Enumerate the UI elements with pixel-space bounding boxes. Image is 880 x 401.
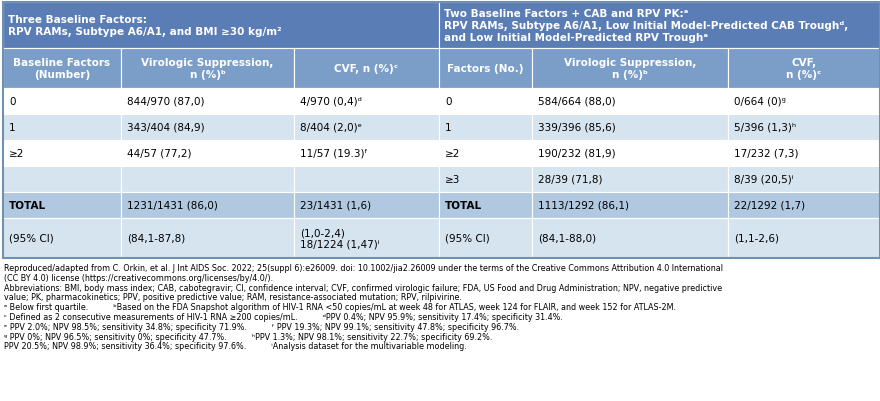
- Bar: [3, 115, 121, 141]
- Text: 23/1431 (1,6): 23/1431 (1,6): [300, 200, 371, 211]
- Text: 1: 1: [445, 123, 451, 133]
- Bar: [439, 219, 532, 258]
- Text: 343/404 (84,9): 343/404 (84,9): [127, 123, 205, 133]
- Bar: [121, 141, 294, 166]
- Text: Two Baseline Factors + CAB and RPV PK:ᵃ
RPV RAMs, Subtype A6/A1, Low Initial Mod: Two Baseline Factors + CAB and RPV PK:ᵃ …: [444, 9, 848, 43]
- Bar: [121, 49, 294, 89]
- Bar: [294, 89, 439, 115]
- Text: ᶜ Defined as 2 consecutive measurements of HIV-1 RNA ≥200 copies/mL.          ᵈP: ᶜ Defined as 2 consecutive measurements …: [4, 312, 563, 321]
- Text: (1,0-2,4)
18/1224 (1,47)ⁱ: (1,0-2,4) 18/1224 (1,47)ⁱ: [300, 228, 379, 249]
- Bar: [121, 192, 294, 219]
- Text: ᵉ PPV 2.0%; NPV 98.5%; sensitivity 34.8%; specificity 71.9%.          ᶠ PPV 19.3: ᵉ PPV 2.0%; NPV 98.5%; sensitivity 34.8%…: [4, 322, 519, 331]
- Text: (95% CI): (95% CI): [9, 233, 54, 243]
- Text: TOTAL: TOTAL: [9, 200, 46, 211]
- Bar: [439, 166, 532, 192]
- Text: 844/970 (87,0): 844/970 (87,0): [127, 97, 204, 107]
- Text: Reproduced/adapted from C. Orkin, et al. J Int AIDS Soc. 2022; 25(suppl 6):e2600: Reproduced/adapted from C. Orkin, et al.…: [4, 263, 723, 272]
- Bar: [532, 89, 728, 115]
- Bar: [439, 3, 880, 49]
- Text: Baseline Factors
(Number): Baseline Factors (Number): [13, 58, 111, 80]
- Text: CVF, n (%)ᶜ: CVF, n (%)ᶜ: [334, 64, 399, 74]
- Bar: [728, 115, 880, 141]
- Bar: [3, 49, 121, 89]
- Text: 28/39 (71,8): 28/39 (71,8): [538, 174, 603, 184]
- Text: ≥3: ≥3: [445, 174, 460, 184]
- Bar: [728, 89, 880, 115]
- Bar: [439, 141, 532, 166]
- Text: 1: 1: [9, 123, 16, 133]
- Bar: [294, 115, 439, 141]
- Text: Factors (No.): Factors (No.): [447, 64, 524, 74]
- Text: 1231/1431 (86,0): 1231/1431 (86,0): [127, 200, 218, 211]
- Bar: [728, 49, 880, 89]
- Bar: [3, 219, 121, 258]
- Text: ᵃ Below first quartile.          ᵇBased on the FDA Snapshot algorithm of HIV-1 R: ᵃ Below first quartile. ᵇBased on the FD…: [4, 302, 676, 312]
- Text: 8/404 (2,0)ᵉ: 8/404 (2,0)ᵉ: [300, 123, 362, 133]
- Text: (84,1-87,8): (84,1-87,8): [127, 233, 186, 243]
- Bar: [294, 219, 439, 258]
- Text: ᵍ PPV 0%; NPV 96.5%; sensitivity 0%; specificity 47.7%.          ʰPPV 1.3%; NPV : ᵍ PPV 0%; NPV 96.5%; sensitivity 0%; spe…: [4, 332, 493, 341]
- Bar: [532, 49, 728, 89]
- Text: 1113/1292 (86,1): 1113/1292 (86,1): [538, 200, 629, 211]
- Bar: [532, 166, 728, 192]
- Bar: [439, 49, 532, 89]
- Text: 11/57 (19.3)ᶠ: 11/57 (19.3)ᶠ: [300, 149, 368, 159]
- Bar: [439, 115, 532, 141]
- Bar: [532, 115, 728, 141]
- Bar: [294, 192, 439, 219]
- Text: Virologic Suppression,
n (%)ᵇ: Virologic Suppression, n (%)ᵇ: [142, 58, 274, 80]
- Bar: [121, 219, 294, 258]
- Bar: [728, 192, 880, 219]
- Text: ≥2: ≥2: [9, 149, 25, 159]
- Text: (1,1-2,6): (1,1-2,6): [734, 233, 779, 243]
- Bar: [3, 89, 121, 115]
- Text: 5/396 (1,3)ʰ: 5/396 (1,3)ʰ: [734, 123, 796, 133]
- Text: (95% CI): (95% CI): [445, 233, 490, 243]
- Text: TOTAL: TOTAL: [445, 200, 482, 211]
- Text: 0/664 (0)ᵍ: 0/664 (0)ᵍ: [734, 97, 786, 107]
- Bar: [3, 3, 439, 49]
- Text: (84,1-88,0): (84,1-88,0): [538, 233, 596, 243]
- Text: 44/57 (77,2): 44/57 (77,2): [127, 149, 192, 159]
- Text: 17/232 (7,3): 17/232 (7,3): [734, 149, 798, 159]
- Text: 0: 0: [9, 97, 16, 107]
- Bar: [439, 192, 532, 219]
- Text: 8/39 (20,5)ⁱ: 8/39 (20,5)ⁱ: [734, 174, 794, 184]
- Text: 339/396 (85,6): 339/396 (85,6): [538, 123, 616, 133]
- Bar: [439, 89, 532, 115]
- Bar: [728, 166, 880, 192]
- Bar: [121, 166, 294, 192]
- Text: 584/664 (88,0): 584/664 (88,0): [538, 97, 616, 107]
- Bar: [728, 141, 880, 166]
- Bar: [532, 141, 728, 166]
- Bar: [728, 219, 880, 258]
- Text: 190/232 (81,9): 190/232 (81,9): [538, 149, 616, 159]
- Bar: [532, 192, 728, 219]
- Bar: [121, 115, 294, 141]
- Bar: [294, 141, 439, 166]
- Bar: [3, 166, 121, 192]
- Text: value; PK, pharmacokinetics; PPV, positive predictive value; RAM, resistance-ass: value; PK, pharmacokinetics; PPV, positi…: [4, 293, 462, 302]
- Bar: [3, 192, 121, 219]
- Text: ≥2: ≥2: [445, 149, 460, 159]
- Text: Virologic Suppression,
n (%)ᵇ: Virologic Suppression, n (%)ᵇ: [564, 58, 696, 80]
- Text: PPV 20.5%; NPV 98.9%; sensitivity 36.4%; specificity 97.6%.          ⁱAnalysis d: PPV 20.5%; NPV 98.9%; sensitivity 36.4%;…: [4, 342, 466, 350]
- Text: Abbreviations: BMI, body mass index; CAB, cabotegravir; CI, confidence interval;: Abbreviations: BMI, body mass index; CAB…: [4, 283, 722, 292]
- Bar: [3, 3, 880, 258]
- Text: 22/1292 (1,7): 22/1292 (1,7): [734, 200, 805, 211]
- Text: CVF,
n (%)ᶜ: CVF, n (%)ᶜ: [787, 58, 822, 80]
- Bar: [121, 89, 294, 115]
- Bar: [3, 141, 121, 166]
- Text: Three Baseline Factors:
RPV RAMs, Subtype A6/A1, and BMI ≥30 kg/m²: Three Baseline Factors: RPV RAMs, Subtyp…: [8, 15, 282, 37]
- Bar: [294, 166, 439, 192]
- Bar: [532, 219, 728, 258]
- Text: 4/970 (0,4)ᵈ: 4/970 (0,4)ᵈ: [300, 97, 362, 107]
- Text: (CC BY 4.0) license (https://creativecommons.org/licenses/by/4.0/).: (CC BY 4.0) license (https://creativecom…: [4, 273, 273, 282]
- Bar: [294, 49, 439, 89]
- Text: 0: 0: [445, 97, 451, 107]
